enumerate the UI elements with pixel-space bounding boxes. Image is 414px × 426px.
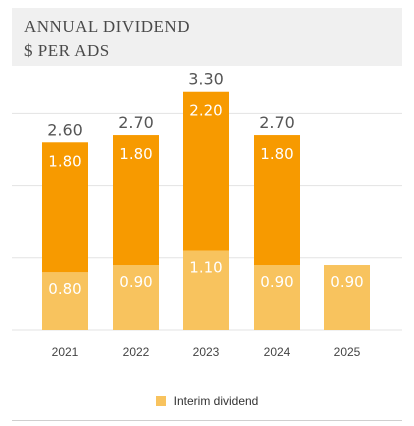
- bar-final-2024: [254, 135, 300, 266]
- label-interim-2025: 0.90: [330, 273, 363, 291]
- bar-interim-2022: [113, 265, 159, 330]
- label-interim-2022: 0.90: [119, 273, 152, 291]
- bar-interim-2023: [183, 250, 229, 330]
- x-axis-ticks: 2021 2022 2023 2024 2025: [52, 345, 361, 359]
- label-final-2024: 1.80: [260, 145, 293, 163]
- title-panel: ANNUAL DIVIDEND $ PER ADS: [12, 8, 402, 66]
- x-tick-2021: 2021: [52, 345, 79, 359]
- label-total-2022: 2.70: [118, 113, 154, 132]
- bottom-divider: [12, 420, 402, 421]
- x-tick-2025: 2025: [334, 345, 361, 359]
- label-total-2024: 2.70: [259, 113, 295, 132]
- label-total-2023: 3.30: [188, 70, 224, 89]
- bar-interim-2025: [324, 265, 370, 330]
- bars: [42, 91, 370, 330]
- label-final-2023: 2.20: [189, 102, 222, 120]
- bar-final-2023: [183, 91, 229, 251]
- label-interim-2021: 0.80: [48, 280, 81, 298]
- dividend-bar-chart: 0.80 1.80 2.60 0.90 1.80 2.70 1.10 2.20 3.30 0.90…: [12, 70, 402, 359]
- legend-label-interim: Interim dividend: [173, 394, 259, 408]
- bar-final-2022: [113, 135, 159, 266]
- legend-swatch-interim: [155, 396, 166, 406]
- label-final-2021: 1.80: [48, 152, 81, 170]
- label-final-2022: 1.80: [119, 145, 152, 163]
- label-interim-2024: 0.90: [260, 273, 293, 291]
- label-total-2021: 2.60: [47, 120, 83, 139]
- bar-final-2021: [42, 142, 88, 273]
- bar-interim-2021: [42, 272, 88, 330]
- data-labels: 0.80 1.80 2.60 0.90 1.80 2.70 1.10 2.20 3.30 0.90…: [47, 70, 364, 298]
- bar-interim-2024: [254, 265, 300, 330]
- chart-subtitle: $ PER ADS: [24, 41, 110, 60]
- x-tick-2023: 2023: [193, 345, 220, 359]
- legend: Interim dividend: [0, 394, 414, 408]
- chart-title: ANNUAL DIVIDEND: [24, 17, 190, 36]
- x-tick-2024: 2024: [264, 345, 291, 359]
- x-tick-2022: 2022: [123, 345, 150, 359]
- label-interim-2023: 1.10: [189, 259, 222, 277]
